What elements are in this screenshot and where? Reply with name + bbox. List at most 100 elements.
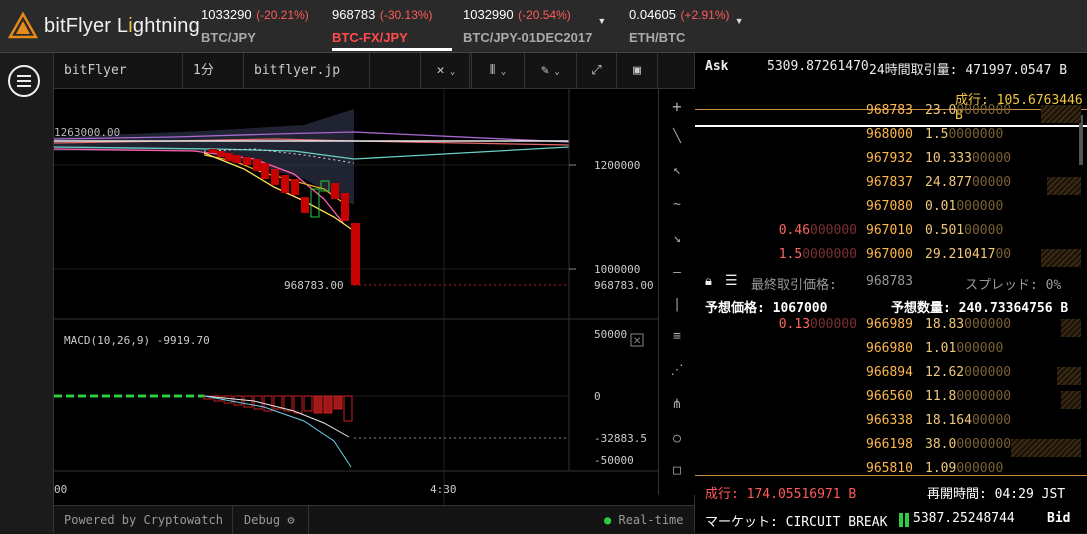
candle xyxy=(271,169,279,185)
bids-list: 0.13000000 966989 18.83000000 966980 1.01000… xyxy=(695,317,1087,477)
indicators-button[interactable]: ▣ xyxy=(617,53,658,88)
macd-bar xyxy=(273,395,283,410)
list-icon[interactable]: ☰ xyxy=(725,273,738,289)
candle xyxy=(351,223,360,285)
fullscreen-button[interactable]: ⤢ xyxy=(577,53,617,88)
compare-button[interactable]: ✕ ⌄ xyxy=(420,53,472,88)
hamburger-menu-icon[interactable] xyxy=(8,65,40,97)
ask-row[interactable]: 0.46000000 967010 0.50100000 xyxy=(695,223,1087,245)
draw-button[interactable]: ✎ ⌄ xyxy=(525,53,577,88)
chevron-down-icon[interactable]: ▼ xyxy=(597,16,607,26)
fib-fan-icon[interactable]: ⋰ xyxy=(670,363,684,378)
row-quantity: 29.21041700 xyxy=(925,247,1012,262)
ticker-btc-jpy-futures[interactable]: 1032990 (-20.54%) BTC/JPY-01DEC2017 ▼ xyxy=(463,6,606,50)
bid-row[interactable]: 966198 38.00000000 xyxy=(695,437,1087,459)
ray-icon[interactable]: ↖ xyxy=(673,163,681,178)
macd-axis-zero: 0 xyxy=(594,390,601,403)
interval-label: 1分 xyxy=(193,63,214,78)
close-pane-icon[interactable] xyxy=(630,333,644,347)
macd-bar xyxy=(333,395,343,410)
parallel-lines-icon[interactable]: ≡ xyxy=(673,329,681,344)
vline-icon[interactable]: | xyxy=(673,297,681,312)
book-scrollbar[interactable] xyxy=(1079,115,1083,165)
powered-by[interactable]: Powered by Cryptowatch xyxy=(64,513,223,527)
site-link[interactable]: bitflyer.jp ⧉ xyxy=(244,53,370,112)
ask-row[interactable]: 1.50000000 967000 29.21041700 xyxy=(695,247,1087,269)
pitchfork-icon[interactable]: ⋔ xyxy=(671,397,683,412)
realtime-label: Real-time xyxy=(618,513,684,527)
row-price: 966198 xyxy=(866,437,913,452)
macd-bar xyxy=(313,395,323,414)
macd-axis-top: 50000 xyxy=(594,328,627,341)
row-quantity: 38.00000000 xyxy=(925,437,1012,452)
empty-toolbar-slot xyxy=(370,53,470,88)
ticker-change: (-30.13%) xyxy=(379,8,433,22)
price-chart[interactable]: 1263000.00 968783.00 1200000 1000000 968… xyxy=(54,89,658,505)
ticker-change: (+2.91%) xyxy=(680,8,730,22)
realtime-status: ● Real-time xyxy=(604,506,684,534)
hline-icon[interactable]: — xyxy=(673,265,681,280)
row-quantity: 18.16400000 xyxy=(925,413,1012,428)
row-price: 967080 xyxy=(866,199,913,214)
macd-bar xyxy=(323,395,333,414)
price-axis-lower: 1000000 xyxy=(594,263,640,276)
bid-row[interactable]: 965810 1.09000000 xyxy=(695,461,1087,483)
debug-button[interactable]: Debug ⚙ xyxy=(244,506,295,534)
macd-histogram xyxy=(203,395,353,422)
ticker-price: 1033290 xyxy=(201,7,252,22)
ticker-change: (-20.54%) xyxy=(518,8,571,22)
ask-row[interactable]: 967932 10.33300000 xyxy=(695,151,1087,173)
circle-icon[interactable]: ○ xyxy=(673,431,681,446)
curve-icon[interactable]: ∼ xyxy=(673,197,681,212)
chevron-down-icon[interactable]: ▼ xyxy=(734,16,744,26)
row-quantity: 1.50000000 xyxy=(925,127,1004,142)
depth-bar xyxy=(1041,105,1081,123)
row-price: 967010 xyxy=(866,223,913,238)
bid-bar-icon xyxy=(899,513,903,527)
interval-dropdown[interactable]: 1分 ⌄ xyxy=(183,53,244,112)
depth-bar xyxy=(1041,249,1081,267)
candle xyxy=(253,159,261,171)
row-size: 0.46000000 xyxy=(778,223,857,238)
debug-label: Debug xyxy=(244,513,281,527)
ticker-eth-btc[interactable]: 0.04605 (+2.91%) ETH/BTC ▼ xyxy=(629,6,743,50)
candle xyxy=(310,188,320,218)
bid-row[interactable]: 0.13000000 966989 18.83000000 xyxy=(695,317,1087,339)
ask-row[interactable]: 968783 23.00000000 xyxy=(695,103,1087,125)
chart-type-button[interactable]: ⫴ ⌄ xyxy=(472,53,525,88)
ticker-symbol: BTC-FX/JPY xyxy=(332,30,408,45)
ticker-btc-jpy[interactable]: 1033290 (-20.21%) BTC/JPY xyxy=(201,6,309,50)
macd-bar xyxy=(243,395,253,408)
last-price-label: 968783.00 xyxy=(284,279,344,292)
arrow-icon[interactable]: ↘ xyxy=(673,231,681,246)
last-trade-value: 968783 xyxy=(866,274,913,289)
ticker-btc-fx-jpy[interactable]: 968783 (-30.13%) BTC-FX/JPY xyxy=(332,6,433,50)
candle xyxy=(217,151,225,157)
candle xyxy=(209,149,217,153)
ticker-price: 968783 xyxy=(332,7,376,22)
row-price: 966980 xyxy=(866,341,913,356)
ask-row[interactable]: 967837 24.87700000 xyxy=(695,175,1087,197)
macd-bar xyxy=(343,395,353,422)
candle xyxy=(281,175,289,193)
row-price: 968783 xyxy=(866,103,913,118)
bid-row[interactable]: 966980 1.01000000 xyxy=(695,341,1087,363)
ask-row[interactable]: 968000 1.50000000 xyxy=(695,127,1087,149)
crosshair-icon[interactable]: + xyxy=(672,97,682,116)
ask-row[interactable]: 967080 0.01000000 xyxy=(695,199,1087,221)
trend-line-icon[interactable]: ╲ xyxy=(673,129,681,144)
pencil-icon: ✎ xyxy=(541,63,549,78)
logo[interactable]: bitFlyer Lightning xyxy=(8,8,200,44)
bid-row[interactable]: 966338 18.16400000 xyxy=(695,413,1087,435)
lock-icon[interactable]: 🔒︎ xyxy=(705,274,712,289)
chart-panel: bitFlyer BTCJPY 1分 ⌄ bitflyer.jp ⧉ ✕ ⌄ ⫴… xyxy=(54,53,695,534)
bid-row[interactable]: 966894 12.62000000 xyxy=(695,365,1087,387)
candle xyxy=(301,197,309,213)
depth-bar xyxy=(1057,367,1081,385)
bid-row[interactable]: 966560 11.80000000 xyxy=(695,389,1087,411)
candle xyxy=(225,153,233,161)
ticker-symbol: ETH/BTC xyxy=(629,30,686,45)
macd-bar xyxy=(213,395,223,402)
asks-list: 968783 23.00000000 968000 1.50000000 967932 1… xyxy=(695,103,1087,303)
rectangle-icon[interactable]: □ xyxy=(673,463,681,478)
